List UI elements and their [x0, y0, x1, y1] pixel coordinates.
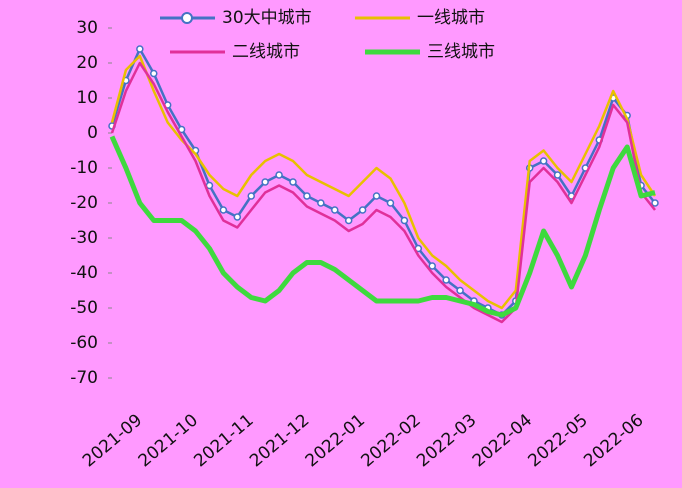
point: [442, 276, 450, 284]
point: [150, 69, 158, 78]
point: [331, 206, 339, 214]
y-tick-label: -10: [70, 158, 98, 178]
x-tick-label: 2021-12: [246, 410, 313, 471]
point: [233, 213, 242, 221]
x-tick-label: 2022-05: [525, 410, 592, 471]
point: [261, 178, 269, 186]
legend-label: 三线城市: [427, 42, 495, 62]
y-tick-label: -20: [70, 193, 98, 213]
y-tick-label: -70: [70, 368, 98, 388]
point: [303, 192, 311, 200]
x-tick-label: 2021-09: [79, 410, 146, 471]
point: [344, 216, 353, 225]
x-tick-label: 2021-10: [135, 410, 202, 471]
y-tick-label: 0: [87, 123, 98, 143]
y-tick-label: -40: [70, 263, 98, 283]
point: [456, 286, 464, 295]
point: [372, 192, 381, 200]
point: [219, 206, 228, 214]
x-tick-label: 2022-03: [413, 410, 480, 471]
series-line: [110, 61, 656, 324]
series-line: [110, 54, 657, 310]
point: [553, 171, 562, 179]
x-tick-label: 2021-11: [190, 410, 257, 471]
point: [539, 157, 548, 165]
point: [289, 178, 297, 186]
point: [651, 199, 659, 207]
y-tick-label: 30: [76, 18, 98, 38]
point: [400, 216, 409, 225]
x-tick-label: 2022-02: [357, 410, 424, 471]
legend-label: 二线城市: [232, 42, 300, 62]
y-tick-label: -60: [70, 333, 98, 353]
x-tick-label: 2022-04: [469, 410, 536, 471]
x-tick-label: 2022-06: [580, 410, 647, 471]
point: [386, 199, 395, 207]
y-tick-label: -50: [70, 298, 98, 318]
legend-marker: [181, 12, 193, 24]
x-tick-label: 2022-01: [302, 410, 369, 471]
point: [136, 45, 144, 53]
y-tick-label: -30: [70, 228, 98, 248]
point: [428, 262, 436, 270]
point: [247, 192, 255, 200]
point: [275, 171, 283, 179]
series-line: [110, 47, 656, 317]
legend-label: 30大中城市: [222, 8, 312, 28]
y-tick-label: 20: [76, 53, 98, 73]
series-line: [109, 135, 656, 318]
point: [317, 199, 325, 207]
point: [358, 206, 367, 214]
legend-label: 一线城市: [417, 8, 485, 28]
y-tick-label: 10: [76, 88, 98, 108]
